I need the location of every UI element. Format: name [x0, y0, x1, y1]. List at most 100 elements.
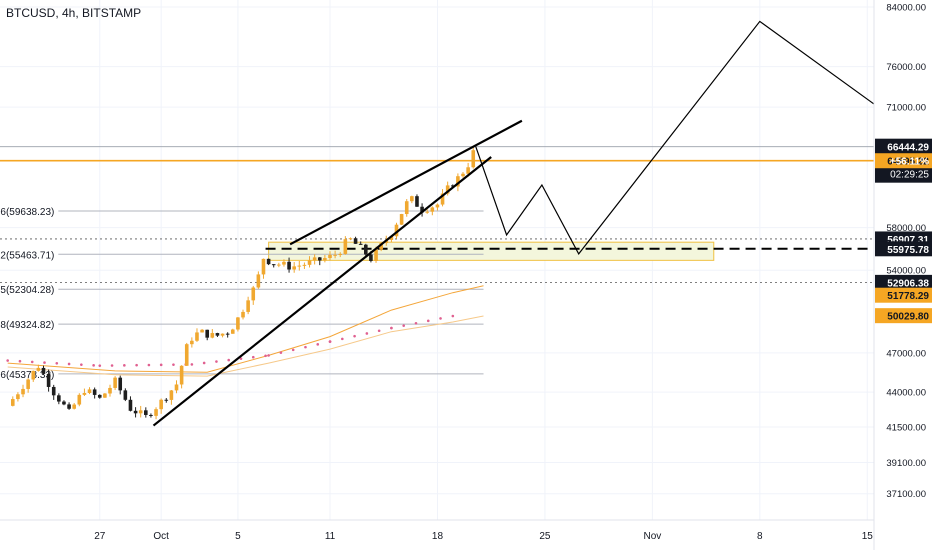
candle-body: [184, 344, 189, 366]
price-label-text: 55975.78: [887, 245, 929, 256]
candle-body: [87, 389, 92, 393]
indicator-dot: [147, 363, 151, 367]
candle-body: [154, 409, 158, 416]
candle-body: [31, 370, 36, 380]
price-label-text: 66444.29: [887, 143, 929, 154]
candle-body: [266, 258, 271, 265]
price-axis-tick-label: 84000.00: [886, 3, 926, 14]
candle-body: [36, 367, 41, 371]
candle-body: [179, 365, 184, 385]
indicator-dot: [264, 354, 267, 358]
fib-level-label: 0.382(55463.71): [0, 250, 54, 261]
candle-body: [374, 249, 378, 261]
price-axis-tick-label: 54000.00: [886, 266, 926, 277]
time-axis-tick-label: Oct: [153, 531, 169, 542]
candle-body: [67, 404, 71, 409]
price-change-label: +56.11%: [890, 157, 929, 168]
candle-body: [190, 340, 194, 345]
candle-body: [287, 261, 291, 270]
candle-body: [26, 379, 30, 389]
fib-level-label: 0.5(52304.28): [0, 285, 54, 296]
candle-body: [241, 311, 245, 318]
candle-body: [297, 265, 302, 267]
time-axis-tick-label: 27: [94, 531, 106, 542]
candle-body: [358, 243, 363, 245]
price-label-badge: [875, 274, 932, 290]
wedge-lower-line: [152, 156, 492, 427]
indicator-dot: [451, 314, 455, 318]
candle-body: [123, 390, 128, 400]
candle-body: [128, 399, 133, 411]
indicator-dot: [80, 363, 83, 366]
indicator-dot: [341, 337, 344, 341]
time-axis-tick-label: 25: [539, 531, 551, 542]
candle-body: [440, 193, 445, 205]
candle-body: [410, 196, 414, 202]
time-axis-tick-label: 8: [757, 531, 763, 542]
fib-level-label: 0.786(45373.33): [0, 370, 54, 381]
candle-body: [108, 387, 112, 394]
candle-body: [113, 377, 117, 388]
wedge-upper-line: [289, 119, 523, 246]
candle-body: [72, 404, 76, 409]
candle-body: [282, 261, 286, 265]
indicator-dot: [390, 326, 393, 330]
candle-body: [256, 274, 261, 288]
candle-body: [425, 211, 429, 213]
candle-body: [404, 201, 409, 215]
candle-body: [16, 394, 20, 400]
candle-body: [82, 392, 87, 395]
candle-body: [292, 266, 296, 270]
candle-body: [369, 254, 373, 261]
candle-body: [348, 238, 353, 240]
price-label-badge: [875, 241, 932, 257]
indicator-dot: [316, 343, 320, 346]
candle-body: [338, 253, 343, 255]
indicator-dot: [353, 334, 356, 338]
candle-body: [174, 384, 179, 391]
candle-body: [118, 377, 123, 391]
candle-body: [46, 373, 51, 387]
candle-body: [466, 167, 470, 174]
candle-body: [103, 393, 107, 398]
indicator-dot: [239, 357, 243, 360]
candle-body: [302, 264, 307, 266]
candle-body: [379, 243, 383, 250]
candle-body: [144, 410, 148, 415]
candle-body: [10, 399, 15, 406]
price-label-badge: [875, 287, 932, 303]
indicator-dot: [43, 361, 46, 364]
candle-body: [57, 395, 61, 402]
price-label-text: 51778.29: [887, 291, 929, 302]
candle-body: [420, 206, 424, 213]
time-axis-tick-label: 5: [235, 531, 241, 542]
candle-body: [149, 414, 153, 416]
indicator-dot: [123, 364, 126, 367]
candle-body: [169, 390, 174, 400]
price-label-text: 52906.38: [887, 278, 929, 289]
price-axis-tick-label: 71000.00: [886, 103, 926, 114]
indicator-dot: [439, 317, 442, 320]
moving-average-slow: [7, 315, 484, 377]
indicator-dot: [267, 354, 270, 357]
candle-body: [389, 236, 394, 240]
fib-level-label: 0.236(59638.23): [0, 207, 54, 218]
candle-body: [307, 260, 312, 265]
indicator-dot: [414, 321, 418, 325]
candle-body: [51, 386, 56, 396]
candle-body: [435, 204, 440, 208]
indicator-dot: [159, 363, 163, 367]
candle-body: [328, 254, 332, 259]
price-axis-tick-label: 44000.00: [886, 388, 926, 399]
indicator-dot: [377, 329, 381, 333]
candle-body: [333, 254, 337, 256]
candle-body: [450, 185, 455, 187]
candle-body: [77, 394, 82, 405]
candle-body: [246, 300, 250, 312]
indicator-dot: [279, 351, 283, 354]
price-axis-tick-label: 76000.00: [886, 62, 926, 73]
price-label-text: 56907.31: [887, 235, 929, 246]
indicator-dot: [98, 364, 102, 367]
